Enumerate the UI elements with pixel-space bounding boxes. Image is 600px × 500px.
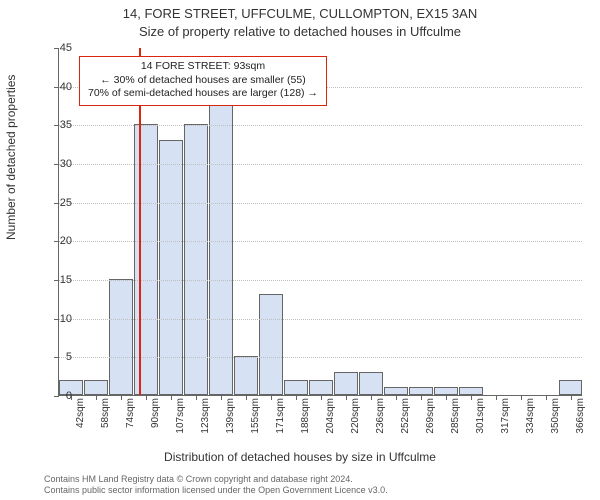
xtick-label: 334sqm <box>525 398 536 434</box>
xtick-mark <box>121 395 122 400</box>
bar <box>209 101 233 395</box>
bar <box>109 279 133 395</box>
ytick-label: 35 <box>46 119 72 131</box>
bar <box>559 380 583 395</box>
xtick-label: 252sqm <box>400 398 411 434</box>
bar <box>409 387 433 395</box>
xtick-label: 285sqm <box>450 398 461 434</box>
xtick-mark <box>196 395 197 400</box>
xtick-label: 90sqm <box>150 398 161 428</box>
ytick-label: 20 <box>46 235 72 247</box>
xtick-label: 236sqm <box>375 398 386 434</box>
xtick-label: 220sqm <box>350 398 361 434</box>
bar <box>384 387 408 395</box>
xtick-mark <box>421 395 422 400</box>
xtick-label: 107sqm <box>175 398 186 434</box>
ytick-label: 10 <box>46 313 72 325</box>
footnote: Contains HM Land Registry data © Crown c… <box>44 474 592 497</box>
xtick-label: 42sqm <box>75 398 86 428</box>
bar <box>459 387 483 395</box>
xtick-mark <box>471 395 472 400</box>
xtick-mark <box>571 395 572 400</box>
xtick-label: 188sqm <box>300 398 311 434</box>
bar <box>234 356 258 395</box>
xtick-label: 123sqm <box>200 398 211 434</box>
xtick-mark <box>171 395 172 400</box>
xtick-label: 366sqm <box>575 398 586 434</box>
xtick-label: 58sqm <box>100 398 111 428</box>
ytick-label: 15 <box>46 274 72 286</box>
gridline <box>59 203 582 204</box>
gridline <box>59 280 582 281</box>
footnote-line1: Contains HM Land Registry data © Crown c… <box>44 474 592 485</box>
xtick-mark <box>146 395 147 400</box>
xtick-mark <box>371 395 372 400</box>
xtick-mark <box>96 395 97 400</box>
gridline <box>59 319 582 320</box>
xtick-mark <box>296 395 297 400</box>
gridline <box>59 164 582 165</box>
ytick-label: 0 <box>46 390 72 402</box>
bar <box>309 380 333 395</box>
ytick-label: 45 <box>46 42 72 54</box>
ytick-label: 5 <box>46 351 72 363</box>
bar <box>284 380 308 395</box>
xtick-mark <box>446 395 447 400</box>
xtick-label: 350sqm <box>550 398 561 434</box>
chart-title-line2: Size of property relative to detached ho… <box>0 24 600 39</box>
ytick-label: 40 <box>46 81 72 93</box>
bar <box>359 372 383 395</box>
xtick-mark <box>521 395 522 400</box>
annotation-box: 14 FORE STREET: 93sqm← 30% of detached h… <box>79 56 327 106</box>
xtick-label: 171sqm <box>275 398 286 434</box>
ytick-label: 30 <box>46 158 72 170</box>
gridline <box>59 357 582 358</box>
annotation-line: ← 30% of detached houses are smaller (55… <box>88 74 318 88</box>
xtick-mark <box>321 395 322 400</box>
chart-title-line1: 14, FORE STREET, UFFCULME, CULLOMPTON, E… <box>0 6 600 21</box>
annotation-line: 14 FORE STREET: 93sqm <box>88 60 318 74</box>
xtick-mark <box>346 395 347 400</box>
gridline <box>59 241 582 242</box>
xtick-mark <box>221 395 222 400</box>
bar <box>334 372 358 395</box>
xtick-label: 269sqm <box>425 398 436 434</box>
bar <box>259 294 283 395</box>
xtick-mark <box>396 395 397 400</box>
xtick-mark <box>496 395 497 400</box>
annotation-line: 70% of semi-detached houses are larger (… <box>88 87 318 101</box>
footnote-line2: Contains public sector information licen… <box>44 485 592 496</box>
ytick-label: 25 <box>46 197 72 209</box>
xtick-label: 155sqm <box>250 398 261 434</box>
plot-area: 42sqm58sqm74sqm90sqm107sqm123sqm139sqm15… <box>58 48 582 396</box>
xtick-label: 139sqm <box>225 398 236 434</box>
xtick-label: 317sqm <box>500 398 511 434</box>
xtick-mark <box>246 395 247 400</box>
bar <box>84 380 108 395</box>
xtick-label: 204sqm <box>325 398 336 434</box>
xtick-mark <box>546 395 547 400</box>
xtick-label: 301sqm <box>475 398 486 434</box>
xtick-mark <box>271 395 272 400</box>
y-axis-label: Number of detached properties <box>4 75 18 240</box>
x-axis-label: Distribution of detached houses by size … <box>0 450 600 464</box>
gridline <box>59 125 582 126</box>
bar <box>434 387 458 395</box>
xtick-label: 74sqm <box>125 398 136 428</box>
chart-container: 14, FORE STREET, UFFCULME, CULLOMPTON, E… <box>0 0 600 500</box>
